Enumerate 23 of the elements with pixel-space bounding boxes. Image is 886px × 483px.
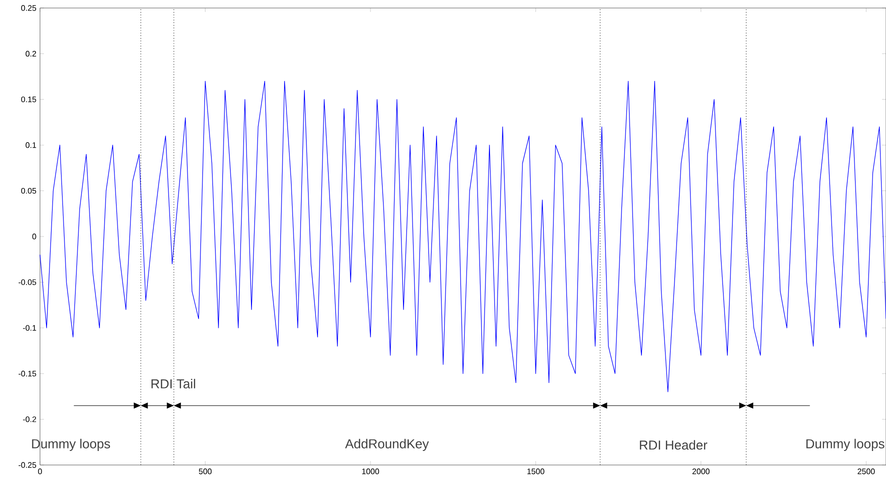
y-tick-label: 0.15 bbox=[21, 96, 36, 102]
y-tick-label: -0.25 bbox=[18, 462, 36, 468]
annotation: Dummy loops bbox=[32, 438, 110, 451]
x-tick-label: 2500 bbox=[858, 468, 875, 474]
x-tick-label: 500 bbox=[198, 468, 212, 474]
y-tick-label: 0.1 bbox=[26, 142, 36, 148]
x-tick-label: 1500 bbox=[527, 468, 544, 474]
y-tick-label: -0.1 bbox=[23, 325, 36, 331]
y-tick-label: 0.2 bbox=[26, 50, 36, 57]
y-tick-label: -0.2 bbox=[23, 416, 36, 422]
annotation: RDI Tail bbox=[152, 378, 196, 388]
y-tick-label: 0 bbox=[32, 234, 36, 240]
line-series bbox=[40, 80, 886, 392]
y-tick-label: -0.15 bbox=[18, 370, 36, 376]
y-tick-label: 0.25 bbox=[21, 5, 36, 11]
x-tick-label: 1000 bbox=[362, 468, 380, 474]
x-tick-label: 0 bbox=[38, 468, 42, 474]
annotation: AddRoundKey bbox=[345, 438, 429, 451]
y-tick-label: -0.05 bbox=[18, 279, 36, 286]
annotation: RDI Header bbox=[640, 440, 708, 450]
x-tick-label: 2000 bbox=[692, 468, 710, 474]
y-tick-label: 0.05 bbox=[21, 188, 36, 194]
annotation: Dummy loops bbox=[806, 438, 884, 451]
